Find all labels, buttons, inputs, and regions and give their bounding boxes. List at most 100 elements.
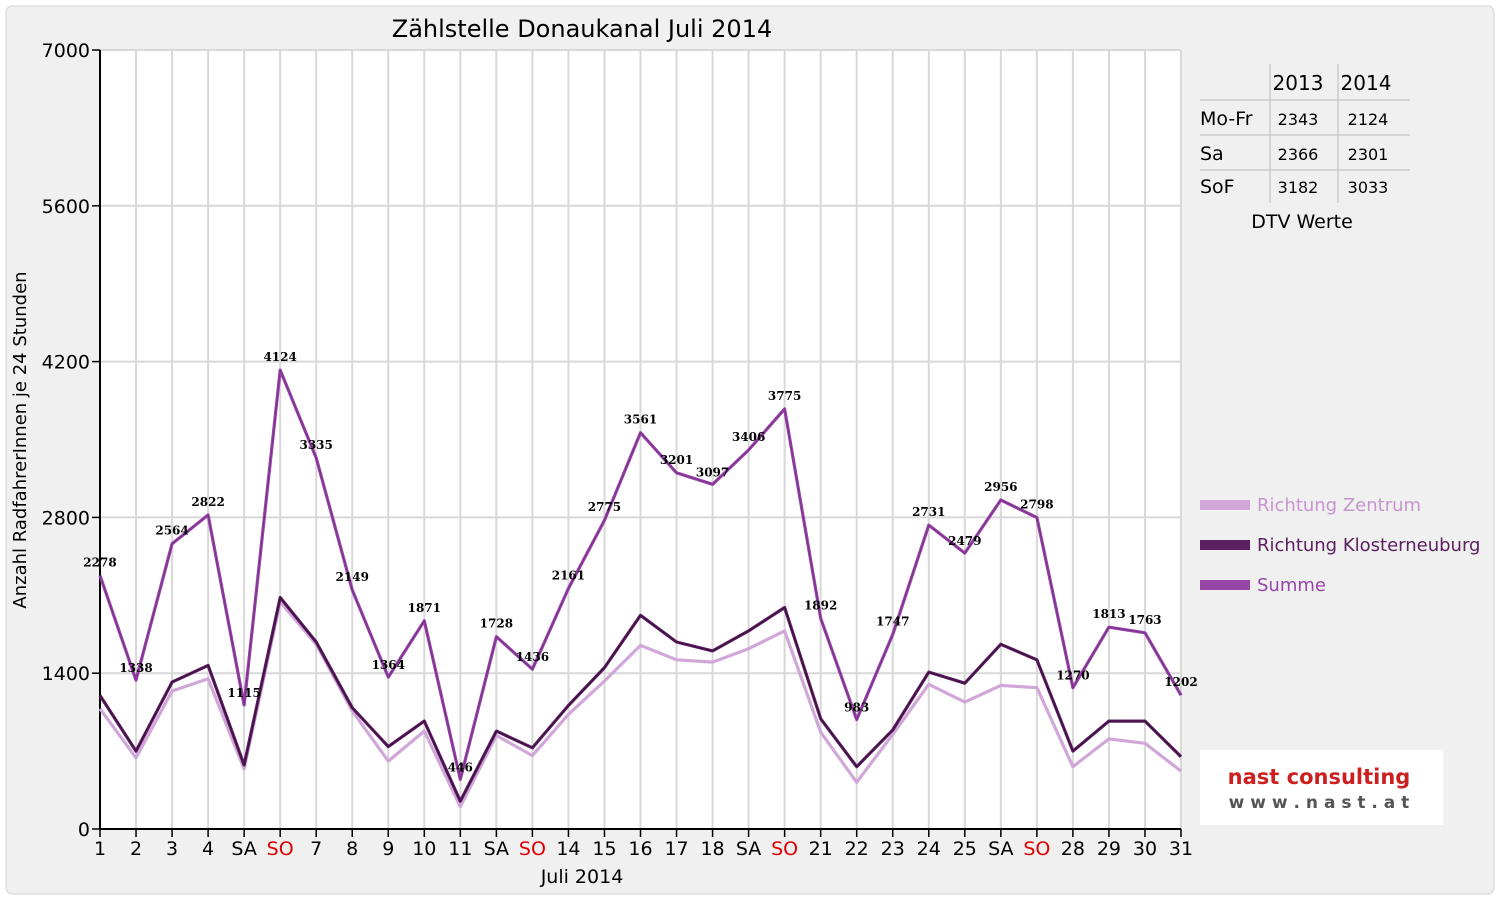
data-label: 446 (448, 760, 473, 774)
x-tick-label: 25 (953, 838, 977, 860)
x-tick-label: 2 (130, 838, 142, 860)
data-label: 1115 (227, 686, 260, 700)
legend-swatch-0 (1200, 500, 1250, 510)
series-line-core-1 (99, 597, 1182, 802)
y-tick-label: 0 (78, 819, 90, 841)
data-label: 1436 (516, 650, 549, 664)
x-tick-label: 16 (628, 838, 652, 860)
x-tick-label: 31 (1169, 838, 1193, 860)
dtv-cell: 3182 (1278, 178, 1319, 197)
legend-label-1: Richtung Klosterneuburg (1257, 535, 1480, 556)
dtv-cell: 3033 (1348, 178, 1389, 197)
data-label: 983 (844, 701, 869, 715)
x-tick-label: 15 (592, 838, 616, 860)
x-tick-label: 18 (700, 838, 724, 860)
data-label: 2161 (552, 569, 585, 583)
data-label: 1338 (119, 661, 152, 675)
dtv-cell: 2343 (1278, 110, 1319, 129)
x-tick-label: 1 (94, 838, 106, 860)
y-axis-label: Anzahl RadfahrerInnen je 24 Stunden (10, 271, 31, 608)
x-tick-label: 17 (664, 838, 688, 860)
chart-title: Zählstelle Donaukanal Juli 2014 (392, 15, 772, 43)
data-label: 3406 (732, 430, 765, 444)
x-tick-label: 9 (382, 838, 394, 860)
x-tick-label: SA (988, 838, 1013, 860)
x-tick-label: SA (484, 838, 509, 860)
data-label: 2822 (191, 495, 224, 509)
data-label: 1813 (1092, 607, 1125, 621)
y-tick-label: 7000 (42, 40, 90, 62)
x-tick-label: 8 (346, 838, 358, 860)
legend-label-0: Richtung Zentrum (1257, 495, 1421, 516)
data-label: 1270 (1056, 669, 1089, 683)
data-label: 2278 (83, 555, 116, 569)
data-label: 1728 (480, 617, 513, 631)
company-logo: nast consulting w w w . n a s t . a t (1200, 750, 1443, 825)
logo-url: w w w . n a s t . a t (1229, 793, 1410, 813)
dtv-caption: DTV Werte (1251, 211, 1353, 233)
data-label: 1892 (804, 598, 837, 612)
series-line-core-2 (99, 369, 1182, 780)
x-tick-label: 24 (917, 838, 941, 860)
data-label: 3201 (660, 453, 693, 467)
x-axis: 1 2 3 4 SA SO 7 8 9 10 11 SA SO 14 15 16 17 18 SA SO 21 22 23 2… (94, 828, 1193, 860)
data-label: 1763 (1128, 613, 1161, 627)
x-tick-label: 23 (881, 838, 905, 860)
data-labels: 2278 1338 2564 2822 1115 4124 3335 2149 1364 1871… (83, 350, 1197, 774)
data-label: 4124 (263, 350, 296, 364)
legend: Richtung Zentrum Richtung Klosterneuburg S… (1200, 495, 1480, 596)
y-tick-label: 1400 (42, 663, 90, 685)
x-tick-label: 30 (1133, 838, 1157, 860)
data-label: 2479 (948, 534, 981, 548)
data-label: 1747 (876, 615, 909, 629)
x-tick-label: SA (231, 838, 256, 860)
dtv-header-2014: 2014 (1341, 71, 1392, 95)
y-tick-label: 5600 (42, 196, 90, 218)
data-label: 3097 (696, 465, 729, 479)
gridlines (100, 49, 1182, 829)
data-label: 1364 (372, 658, 405, 672)
x-tick-label: SA (736, 838, 761, 860)
x-tick-label: 21 (809, 838, 833, 860)
legend-label-2: Summe (1257, 575, 1326, 596)
data-label: 2149 (336, 570, 369, 584)
dtv-header-2013: 2013 (1273, 71, 1324, 95)
x-tick-label: 4 (202, 838, 214, 860)
data-label: 2564 (155, 524, 188, 538)
data-label: 3775 (768, 389, 801, 403)
x-tick-label: 29 (1097, 838, 1121, 860)
y-tick-label: 4200 (42, 352, 90, 374)
x-tick-label: 22 (845, 838, 869, 860)
data-label: 2731 (912, 505, 945, 519)
x-tick-label: SO (519, 838, 546, 860)
data-label: 2775 (588, 500, 621, 514)
dtv-table: 2013 2014 Mo-Fr 2343 2124 Sa 2366 2301 S… (1200, 64, 1410, 233)
y-axis: 0 1400 2800 4200 5600 7000 (42, 40, 101, 841)
x-tick-label: 28 (1061, 838, 1085, 860)
x-axis-label: Juli 2014 (540, 866, 624, 888)
legend-swatch-1 (1200, 540, 1250, 550)
data-label: 1202 (1164, 675, 1197, 689)
legend-swatch-2 (1200, 580, 1250, 590)
x-tick-label: 11 (448, 838, 472, 860)
data-label: 3335 (299, 438, 332, 452)
x-tick-label: 7 (310, 838, 322, 860)
dtv-cell: 2366 (1278, 145, 1319, 164)
dtv-row-label: Sa (1200, 143, 1224, 165)
data-label: 3561 (624, 413, 657, 427)
dtv-row-label: SoF (1200, 176, 1235, 198)
series-lines (98, 368, 1183, 809)
dtv-cell: 2124 (1348, 110, 1389, 129)
x-tick-label: SO (771, 838, 798, 860)
dtv-cell: 2301 (1348, 145, 1389, 164)
logo-box (1200, 750, 1443, 825)
x-tick-label: SO (267, 838, 294, 860)
x-tick-label: 14 (556, 838, 580, 860)
data-label: 2798 (1020, 498, 1053, 512)
x-tick-label: SO (1023, 838, 1050, 860)
data-label: 1871 (408, 601, 441, 615)
data-label: 2956 (984, 480, 1017, 494)
y-tick-label: 2800 (42, 507, 90, 529)
x-tick-label: 3 (166, 838, 178, 860)
